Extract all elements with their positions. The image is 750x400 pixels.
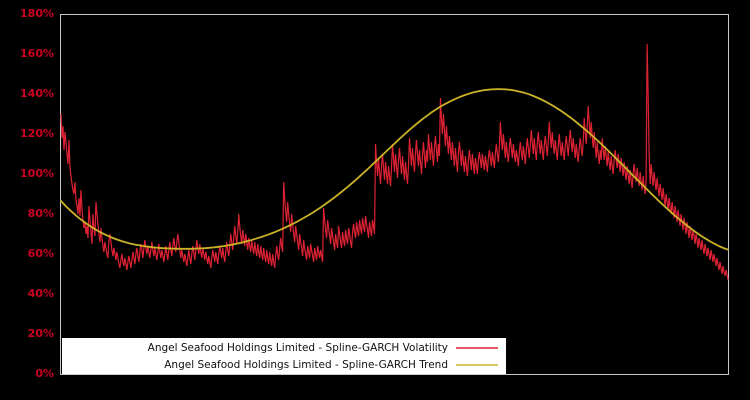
legend-label: Angel Seafood Holdings Limited - Spline-…: [164, 359, 448, 371]
y-axis-tick-label: 80%: [28, 207, 54, 220]
y-axis-tick-label: 120%: [20, 127, 54, 140]
legend-background: [62, 338, 506, 374]
y-axis-tick-label: 160%: [20, 47, 54, 60]
chart-legend: Angel Seafood Holdings Limited - Spline-…: [62, 338, 506, 374]
series-line-volatility: [60, 43, 729, 281]
y-axis-tick-label: 180%: [20, 7, 54, 20]
plot-frame: [60, 14, 729, 375]
y-axis-tick-labels: 0% 20% 40% 60% 80% 100% 120% 140% 160% 180%: [20, 7, 54, 380]
legend-label: Angel Seafood Holdings Limited - Spline-…: [148, 342, 448, 354]
y-axis-tick-label: 40%: [28, 287, 54, 300]
y-axis-tick-label: 0%: [35, 367, 54, 380]
plot-area: [60, 43, 729, 281]
y-axis-tick-label: 60%: [28, 247, 54, 260]
y-axis-tick-label: 100%: [20, 167, 54, 180]
y-axis-tick-label: 140%: [20, 87, 54, 100]
series-line-trend: [60, 88, 729, 251]
y-axis-tick-label: 20%: [28, 327, 54, 340]
